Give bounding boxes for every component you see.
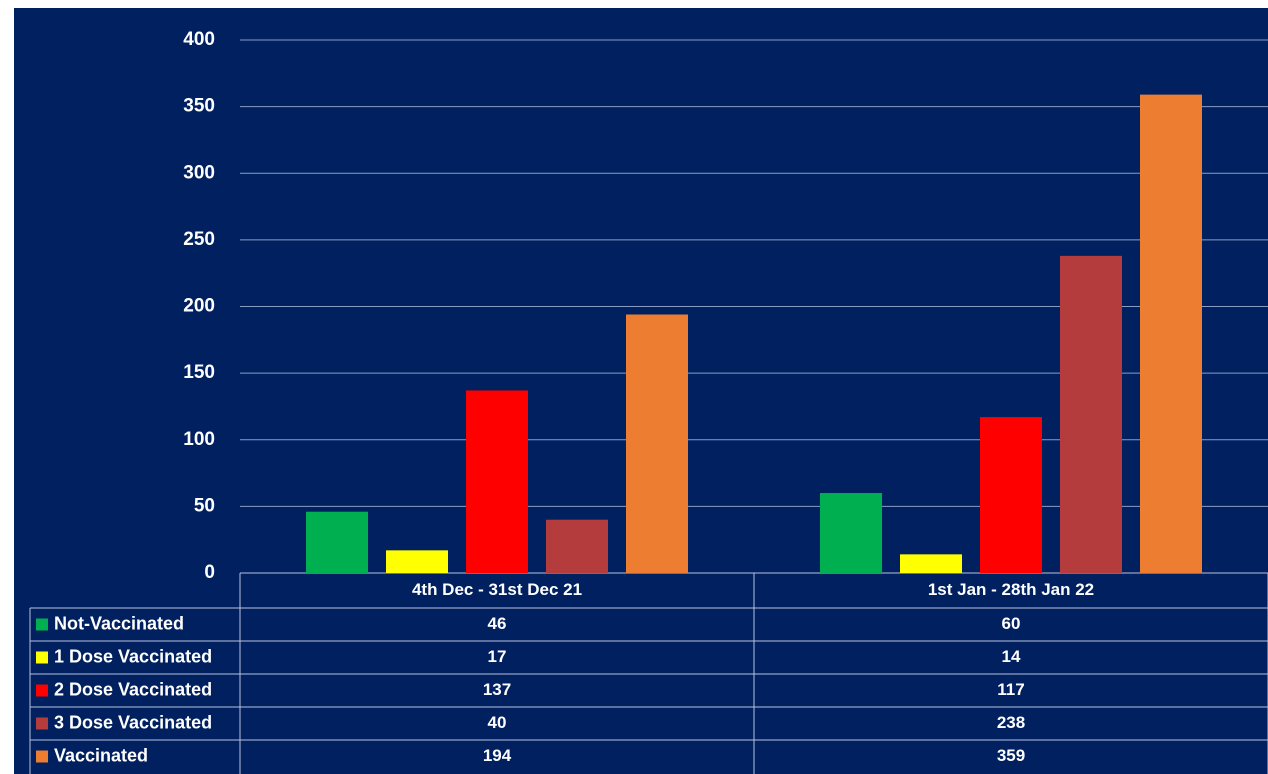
bar [306,511,368,573]
legend-swatch [36,618,48,631]
y-tick-label: 150 [183,362,215,383]
table-value: 359 [997,746,1025,765]
y-tick-label: 200 [183,296,215,317]
table-value: 117 [997,680,1024,699]
table-value: 137 [483,680,511,699]
bar [1060,255,1122,574]
table-value: 14 [1002,647,1021,666]
legend-label: 1 Dose Vaccinated [54,646,212,666]
y-tick-label: 300 [183,162,215,183]
bar [980,417,1042,573]
table-value: 60 [1002,614,1021,633]
legend-swatch [36,651,48,664]
bar [900,554,962,573]
legend-label: 3 Dose Vaccinated [54,712,212,732]
bar [386,550,448,573]
x-tick-label: 1st Jan - 28th Jan 22 [928,580,1094,599]
bar [546,519,608,573]
table-value: 238 [997,713,1025,732]
table-value: 194 [483,746,512,765]
bar [820,493,882,573]
bar [626,314,688,573]
x-tick-label: 4th Dec - 31st Dec 21 [412,580,582,599]
y-tick-label: 100 [183,429,215,450]
y-tick-label: 400 [183,29,215,50]
y-tick-label: 250 [183,229,215,250]
legend-swatch [36,750,48,763]
legend-label: 2 Dose Vaccinated [54,679,212,699]
bar [466,390,528,573]
y-tick-label: 350 [183,96,215,117]
legend-swatch [36,717,48,730]
table-value: 46 [488,614,507,633]
table-value: 40 [488,713,507,732]
y-tick-label: 50 [194,495,215,516]
y-tick-label: 0 [204,562,215,583]
legend-label: Vaccinated [54,745,148,765]
legend-label: Not-Vaccinated [54,613,184,633]
table-value: 17 [488,647,507,666]
bar [1140,94,1202,573]
legend-swatch [36,684,48,697]
